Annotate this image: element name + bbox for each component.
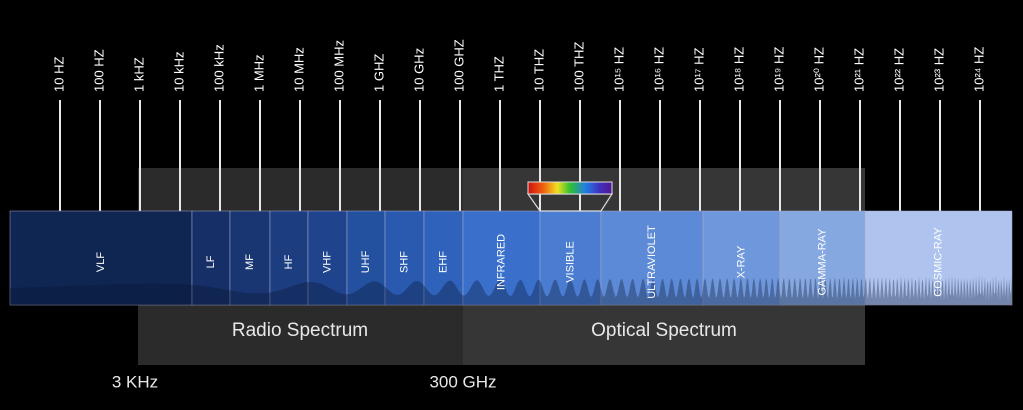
wave-decoration: [10, 275, 1012, 305]
frequency-label: 10 THZ: [531, 49, 546, 92]
frequency-label: 1 GHZ: [371, 54, 386, 92]
band: [423, 210, 464, 306]
band-label: ULTRAVIOLET: [646, 225, 658, 299]
band-label: GAMMA-RAY: [816, 228, 828, 296]
band: [702, 210, 781, 306]
frequency-label: 10¹⁷ HZ: [691, 48, 706, 92]
frequency-label: 10¹⁵ HZ: [611, 47, 626, 92]
frequency-label: 1 THZ: [491, 56, 506, 92]
frequency-label: 10 kHz: [171, 52, 186, 92]
frequency-label: 10¹⁸ HZ: [731, 47, 746, 92]
boundary-label: 300 GHz: [429, 372, 496, 391]
band-label: VLF: [95, 252, 107, 272]
band: [462, 210, 541, 306]
band: [229, 210, 271, 306]
band: [384, 210, 425, 306]
band: [307, 210, 348, 306]
rainbow-bar: [527, 181, 613, 195]
band: [539, 210, 602, 306]
frequency-label: 10²⁴ HZ: [971, 47, 986, 92]
frequency-label: 1 MHz: [251, 54, 266, 92]
band: [346, 210, 386, 306]
band-label: LF: [205, 255, 217, 268]
band: [269, 210, 309, 306]
band-label: INFRARED: [495, 234, 507, 290]
band-label: VISIBLE: [564, 241, 576, 283]
region-label: Radio Spectrum: [232, 320, 368, 341]
band-label: HF: [283, 254, 295, 269]
frequency-label: 10²³ HZ: [931, 48, 946, 92]
region-label: Optical Spectrum: [591, 320, 737, 341]
band-label: UHF: [360, 250, 372, 273]
frequency-label: 100 kHz: [211, 44, 226, 92]
frequency-label: 10 HZ: [51, 57, 66, 92]
frequency-label: 10²⁰ HZ: [811, 47, 826, 92]
frequency-label: 100 MHz: [331, 40, 346, 92]
frequency-label: 100 GHZ: [451, 39, 466, 92]
frequency-label: 10²² HZ: [891, 48, 906, 92]
frequency-label: 10 GHz: [411, 48, 426, 92]
band: [779, 210, 866, 306]
frequency-label: 10¹⁶ HZ: [651, 47, 666, 92]
band: [191, 210, 231, 306]
frequency-label: 1 kHZ: [131, 57, 146, 92]
band-label: X-RAY: [735, 245, 747, 278]
frequency-label: 100 HZ: [91, 49, 106, 92]
frequency-label: 100 THZ: [571, 42, 586, 92]
frequency-label: 10²¹ HZ: [851, 48, 866, 92]
frequency-label: 10¹⁹ HZ: [771, 47, 786, 92]
band-label: COSMIC-RAY: [932, 227, 944, 297]
band: [864, 210, 1013, 306]
band-label: SHF: [398, 251, 410, 273]
band: [600, 210, 704, 306]
band-label: MF: [244, 254, 256, 270]
frequency-label: 10 MHz: [291, 47, 306, 92]
band-label: EHF: [437, 251, 449, 273]
band-label: VHF: [321, 251, 333, 273]
band: [9, 210, 193, 306]
boundary-label: 3 KHz: [112, 372, 158, 391]
